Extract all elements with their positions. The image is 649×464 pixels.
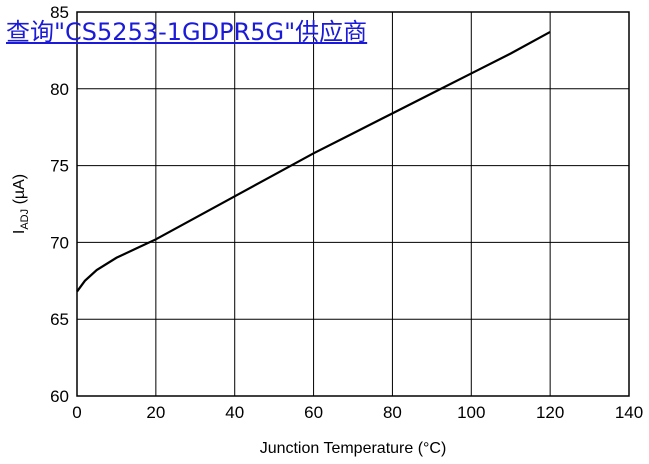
y-tick-labels: 60 65 70 75 80 85 (50, 3, 69, 406)
x-tick-labels: 0 20 40 60 80 100 120 140 (72, 403, 643, 422)
x-tick-label: 100 (457, 403, 485, 422)
y-tick-label: 60 (50, 387, 69, 406)
y-tick-label: 65 (50, 310, 69, 329)
series-line (76, 31, 551, 293)
y-tick-label: 85 (50, 3, 69, 22)
y-axis-label: IADJ (µA) (11, 174, 31, 234)
y-axis-label-sub: ADJ (19, 209, 31, 230)
grid (76, 11, 630, 397)
x-tick-label: 20 (146, 403, 165, 422)
y-axis-label-main: I (11, 230, 28, 234)
plot-frame (76, 11, 630, 397)
x-tick-label: 120 (536, 403, 564, 422)
x-tick-label: 80 (383, 403, 402, 422)
x-tick-label: 0 (72, 403, 81, 422)
supplier-query-link[interactable]: 查询"CS5253-1GDPR5G"供应商 (6, 18, 368, 46)
x-tick-label: 140 (615, 403, 643, 422)
x-tick-label: 60 (304, 403, 323, 422)
y-tick-label: 70 (50, 233, 69, 252)
x-tick-label: 40 (225, 403, 244, 422)
y-tick-label: 75 (50, 157, 69, 176)
x-axis-label: Junction Temperature (°C) (260, 440, 447, 457)
y-axis-label-unit: (µA) (11, 174, 28, 209)
y-tick-label: 80 (50, 80, 69, 99)
